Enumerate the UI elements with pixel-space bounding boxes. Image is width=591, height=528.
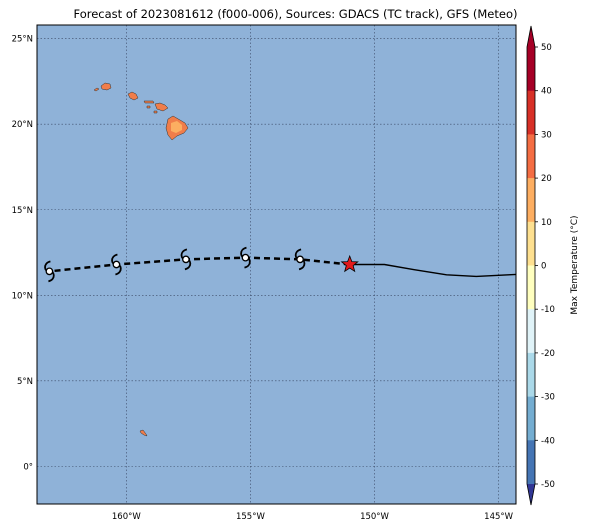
colorbar-tick-label: 50 xyxy=(541,43,552,53)
cyclone-symbols xyxy=(44,246,306,283)
island-molokai xyxy=(143,100,155,104)
island-kauai xyxy=(100,82,112,91)
lon-tick-label: 160°W xyxy=(112,512,141,522)
tc-track xyxy=(44,246,516,283)
colorbar-tick-label: 0 xyxy=(541,262,546,272)
island-oahu xyxy=(127,91,139,101)
island-lanai xyxy=(146,105,151,109)
colorbar-block xyxy=(527,47,535,92)
colorbar-tick-label: 40 xyxy=(541,87,552,97)
colorbar-tick-label: -20 xyxy=(541,349,555,359)
lat-tick-label: 10°N xyxy=(12,291,33,301)
latitude-tick-labels: 25°N 20°N 15°N 10°N 5°N 0° xyxy=(12,35,33,473)
colorbar-block xyxy=(527,396,535,441)
colorbar-block xyxy=(527,90,535,135)
lat-tick-label: 25°N xyxy=(12,35,33,45)
longitude-tick-labels: 160°W 155°W 150°W 145°W xyxy=(112,512,514,522)
lon-tick-label: 155°W xyxy=(236,512,265,522)
colorbar-block xyxy=(527,309,535,354)
current-position-star-icon xyxy=(340,254,359,273)
island-atoll-south xyxy=(139,429,148,437)
colorbar-block xyxy=(527,440,535,485)
island-niihau xyxy=(93,87,100,92)
colorbar-tick-label: 30 xyxy=(541,130,552,140)
colorbar-tick-label: 10 xyxy=(541,218,552,228)
colorbar-blocks xyxy=(527,47,535,485)
colorbar-tick-label: 20 xyxy=(541,174,552,184)
colorbar-block xyxy=(527,265,535,310)
lat-tick-label: 0° xyxy=(23,462,33,472)
observed-track-line xyxy=(349,263,516,278)
lon-tick-label: 150°W xyxy=(360,512,389,522)
colorbar-block xyxy=(527,221,535,266)
cyclone-symbol-icon xyxy=(240,246,251,269)
colorbar-min-extend-arrow xyxy=(527,484,535,505)
map-frame xyxy=(36,24,517,505)
colorbar-block xyxy=(527,352,535,397)
colorbar: 50 40 30 20 10 0 -10 -20 -30 -40 -50 Max Temperatu… xyxy=(526,25,580,506)
island-kahoolawe xyxy=(153,110,158,114)
colorbar-label: Max Temperature (°C) xyxy=(570,215,580,314)
island-maui xyxy=(154,102,169,112)
map-title: Forecast of 2023081612 (f000-006), Sourc… xyxy=(73,7,518,21)
colorbar-tick-label: -50 xyxy=(541,480,555,490)
cyclone-symbol-icon xyxy=(294,248,306,271)
lat-tick-label: 20°N xyxy=(12,120,33,130)
colorbar-tick-label: -10 xyxy=(541,305,555,315)
island-hawaii-interior xyxy=(171,121,182,133)
lat-tick-label: 5°N xyxy=(17,377,33,387)
map-panel: 160°W 155°W 150°W 145°W 25°N 20°N 15°N 10°N 5°N… xyxy=(12,24,517,522)
colorbar-tick-label: -30 xyxy=(541,393,555,403)
cyclone-symbol-icon xyxy=(44,260,55,283)
forecast-track-line xyxy=(49,256,350,273)
lat-tick-label: 15°N xyxy=(12,206,33,216)
colorbar-max-extend-arrow xyxy=(527,26,535,47)
colorbar-tick-label: -40 xyxy=(541,436,555,446)
land-areas xyxy=(93,82,189,437)
lon-tick-label: 145°W xyxy=(484,512,513,522)
cyclone-symbol-icon xyxy=(180,248,192,271)
colorbar-block xyxy=(527,134,535,179)
cyclone-symbol-icon xyxy=(111,253,122,276)
colorbar-tick-labels: 50 40 30 20 10 0 -10 -20 -30 -40 -50 xyxy=(535,43,555,490)
colorbar-block xyxy=(527,178,535,223)
